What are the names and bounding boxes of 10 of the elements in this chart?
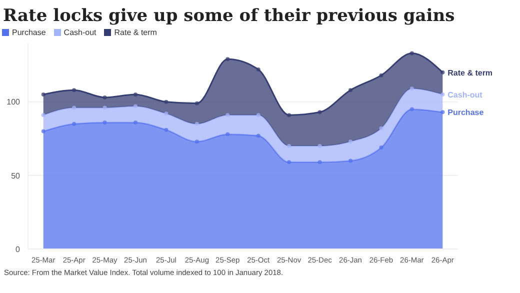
legend-label: Cash-out xyxy=(62,28,96,37)
text: Purchase xyxy=(448,108,484,118)
text: Cash-out xyxy=(448,90,482,100)
legend-label: Rate & term xyxy=(113,28,157,37)
text: Rate & term xyxy=(448,68,493,78)
y-tick-label: 50 xyxy=(11,171,21,180)
y-tick-label: 100 xyxy=(6,98,21,107)
legend-label: Purchase xyxy=(11,28,46,37)
y-tick-label: 0 xyxy=(16,244,21,254)
chart-title: Rate locks give up some of their previous gains xyxy=(3,6,456,26)
